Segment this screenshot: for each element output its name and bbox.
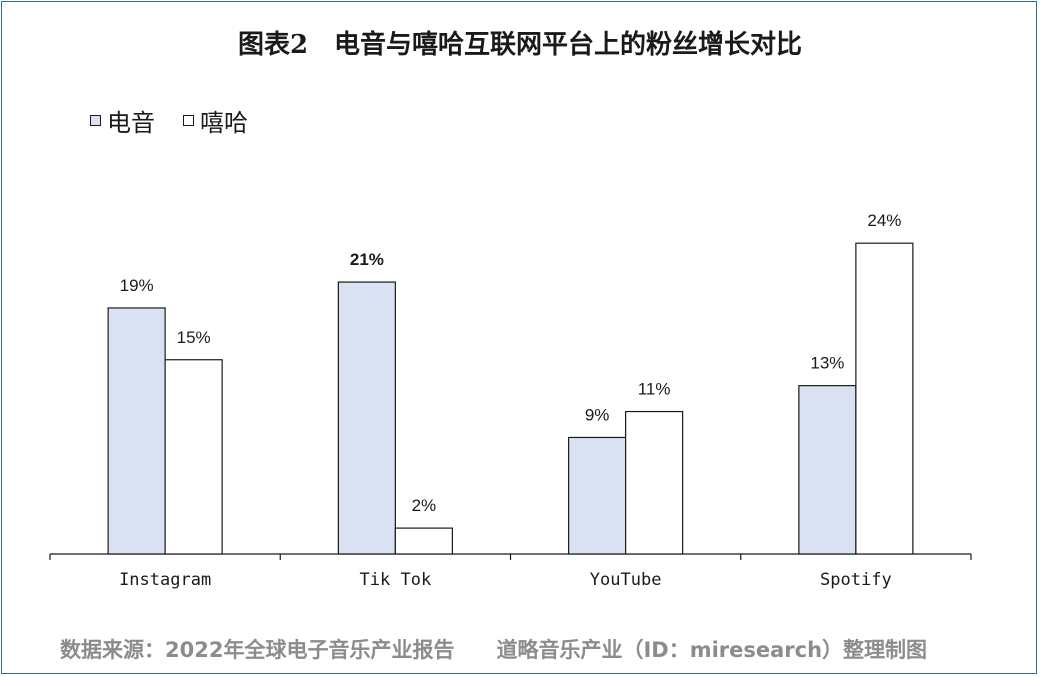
- category-label-2: YouTube: [590, 570, 662, 590]
- data-label-hiphop-1: 2%: [412, 496, 437, 515]
- data-label-hiphop-3: 24%: [867, 211, 901, 230]
- legend-label-edm: 电音: [107, 109, 155, 137]
- data-label-hiphop-2: 11%: [638, 380, 671, 399]
- category-label-0: Instagram: [119, 570, 211, 590]
- bar-hiphop-2: [625, 410, 684, 555]
- bar-edm-2: [568, 436, 627, 555]
- legend-label-hiphop: 嘻哈: [200, 109, 248, 137]
- data-label-edm-2: 9%: [585, 405, 610, 424]
- data-label-edm-1: 21%: [350, 250, 384, 269]
- legend-swatch-edm: [90, 115, 101, 126]
- bar-hiphop-3: [855, 242, 914, 555]
- source-note: 数据来源：2022年全球电子音乐产业报告 道略音乐产业（ID：miresearc…: [60, 638, 928, 662]
- data-label-edm-3: 13%: [810, 354, 844, 373]
- chart-legend: 电音 嘻哈: [90, 103, 276, 138]
- bar-edm-3: [798, 385, 857, 555]
- category-label-3: Spotify: [820, 570, 892, 590]
- data-label-hiphop-0: 15%: [177, 328, 211, 347]
- chart-title: 图表2 电音与嘻哈互联网平台上的粉丝增长对比: [237, 30, 803, 60]
- bar-hiphop-1: [394, 527, 453, 555]
- legend-item-edm: 电音: [90, 103, 155, 138]
- data-label-edm-0: 19%: [120, 276, 154, 295]
- bar-hiphop-0: [164, 359, 223, 555]
- legend-item-hiphop: 嘻哈: [183, 103, 248, 138]
- bar-edm-1: [337, 281, 396, 555]
- category-label-1: Tik Tok: [360, 570, 432, 590]
- legend-swatch-hiphop: [183, 115, 194, 126]
- bar-edm-0: [107, 307, 166, 555]
